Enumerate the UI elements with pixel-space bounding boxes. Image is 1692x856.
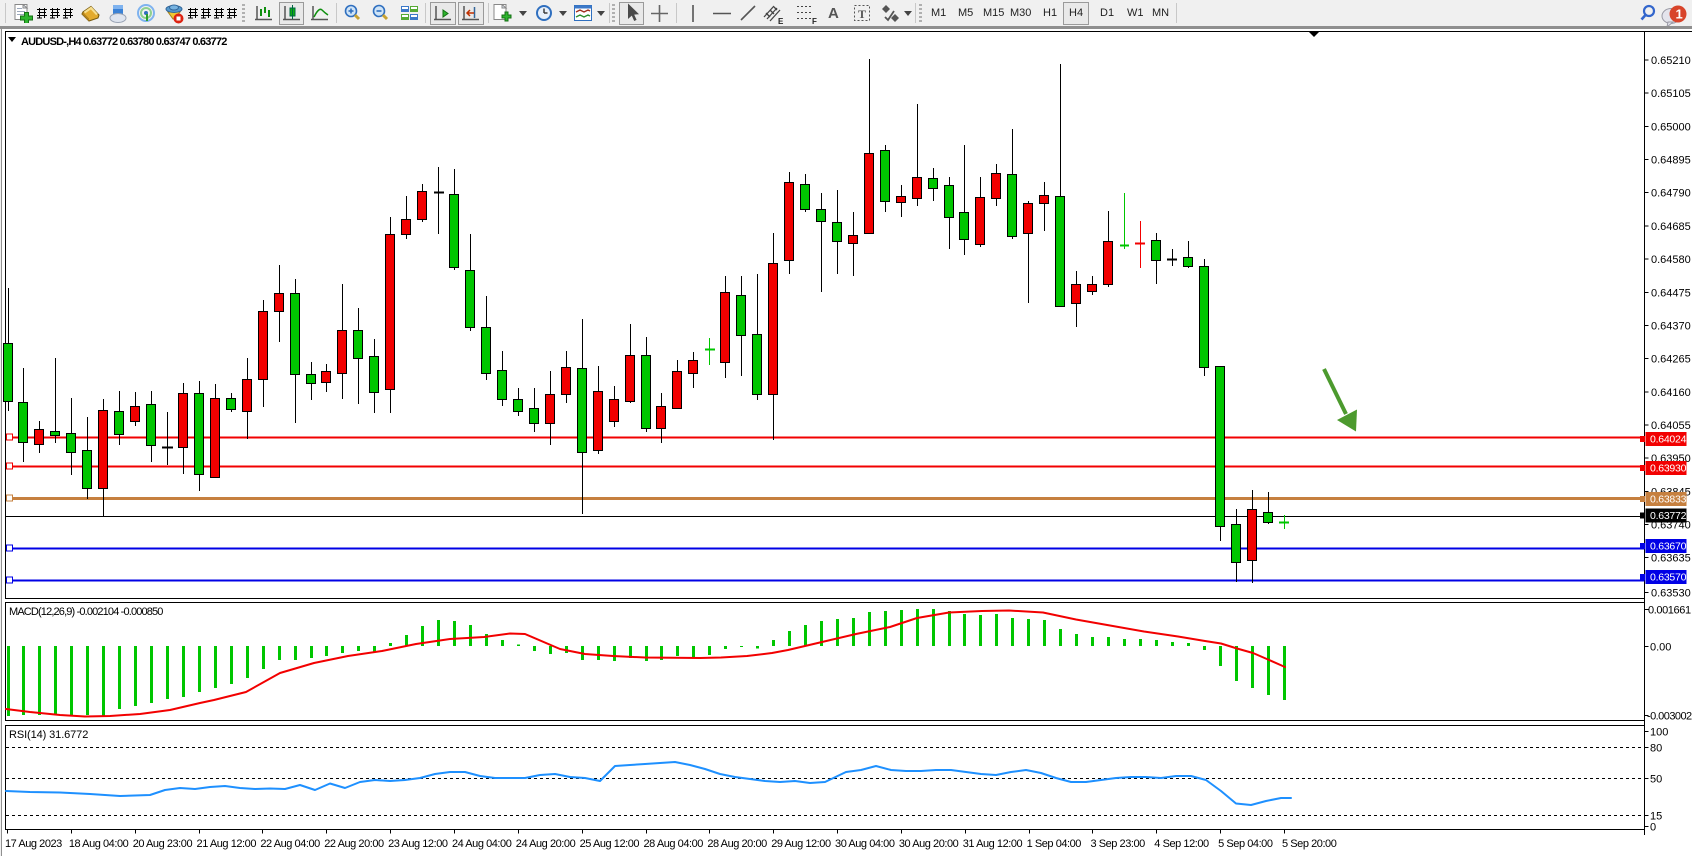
svg-text:50: 50 [1650,774,1662,786]
svg-text:0.00: 0.00 [1650,642,1671,654]
svg-text:0.64160: 0.64160 [1651,387,1691,399]
svg-text:100: 100 [1650,727,1668,739]
svg-text:22 Aug 20:00: 22 Aug 20:00 [324,838,384,850]
svg-text:22 Aug 04:00: 22 Aug 04:00 [260,838,320,850]
svg-text:0.65210: 0.65210 [1651,55,1691,67]
svg-text:T: T [858,7,866,21]
svg-text:E: E [778,17,784,25]
svg-text:0.64475: 0.64475 [1651,287,1691,299]
svg-text:0.65000: 0.65000 [1651,121,1691,133]
svg-text:MACD(12,26,9) -0.002104 -0.000: MACD(12,26,9) -0.002104 -0.000850 [9,606,163,618]
svg-text:0.64895: 0.64895 [1651,155,1691,167]
svg-text:0.64580: 0.64580 [1651,254,1691,266]
svg-text:5 Sep 20:00: 5 Sep 20:00 [1282,838,1337,850]
svg-text:0.63670: 0.63670 [1650,541,1687,553]
svg-text:AUDUSD-,H4 0.63772 0.63780 0.: AUDUSD-,H4 0.63772 0.63780 0.63747 0.637… [21,36,227,48]
svg-text:30 Aug 20:00: 30 Aug 20:00 [899,838,959,850]
svg-text:0.64370: 0.64370 [1651,320,1691,332]
svg-text:0.64265: 0.64265 [1651,354,1691,366]
svg-text:0.64055: 0.64055 [1651,420,1691,432]
svg-text:0.63833: 0.63833 [1650,494,1687,506]
svg-text:0.63772: 0.63772 [1650,510,1687,522]
svg-text:0.63570: 0.63570 [1650,572,1687,584]
svg-text:25 Aug 12:00: 25 Aug 12:00 [580,838,640,850]
svg-text:0.63635: 0.63635 [1651,553,1691,565]
svg-text:18 Aug 04:00: 18 Aug 04:00 [69,838,129,850]
svg-text:24 Aug 04:00: 24 Aug 04:00 [452,838,512,850]
svg-text:F: F [812,17,817,25]
svg-text:0.64024: 0.64024 [1650,434,1687,446]
svg-text:15: 15 [1650,811,1662,823]
svg-text:1: 1 [1676,7,1683,22]
svg-text:20 Aug 23:00: 20 Aug 23:00 [133,838,193,850]
svg-text:28 Aug 20:00: 28 Aug 20:00 [707,838,767,850]
svg-text:23 Aug 12:00: 23 Aug 12:00 [388,838,448,850]
svg-text:4 Sep 12:00: 4 Sep 12:00 [1154,838,1209,850]
svg-text:RSI(14) 31.6772: RSI(14) 31.6772 [9,729,88,741]
svg-text:17 Aug 2023: 17 Aug 2023 [5,838,62,850]
svg-text:0.63930: 0.63930 [1650,463,1687,475]
svg-text:0.64790: 0.64790 [1651,188,1691,200]
svg-text:5 Sep 04:00: 5 Sep 04:00 [1218,838,1273,850]
svg-text:21 Aug 12:00: 21 Aug 12:00 [197,838,257,850]
svg-text:3 Sep 23:00: 3 Sep 23:00 [1090,838,1145,850]
svg-text:0.65105: 0.65105 [1651,88,1691,100]
svg-text:-0.003002: -0.003002 [1647,711,1692,723]
svg-text:0.001661: 0.001661 [1648,605,1691,617]
svg-text:24 Aug 20:00: 24 Aug 20:00 [516,838,576,850]
svg-text:0.63740: 0.63740 [1651,520,1691,532]
svg-text:0: 0 [1650,822,1656,834]
svg-text:29 Aug 12:00: 29 Aug 12:00 [771,838,831,850]
svg-text:80: 80 [1650,743,1662,755]
svg-text:28 Aug 04:00: 28 Aug 04:00 [644,838,704,850]
svg-text:0.63530: 0.63530 [1651,588,1691,600]
svg-text:30 Aug 04:00: 30 Aug 04:00 [835,838,895,850]
svg-text:0.64685: 0.64685 [1651,221,1691,233]
svg-text:31 Aug 12:00: 31 Aug 12:00 [963,838,1023,850]
svg-text:1 Sep 04:00: 1 Sep 04:00 [1027,838,1082,850]
